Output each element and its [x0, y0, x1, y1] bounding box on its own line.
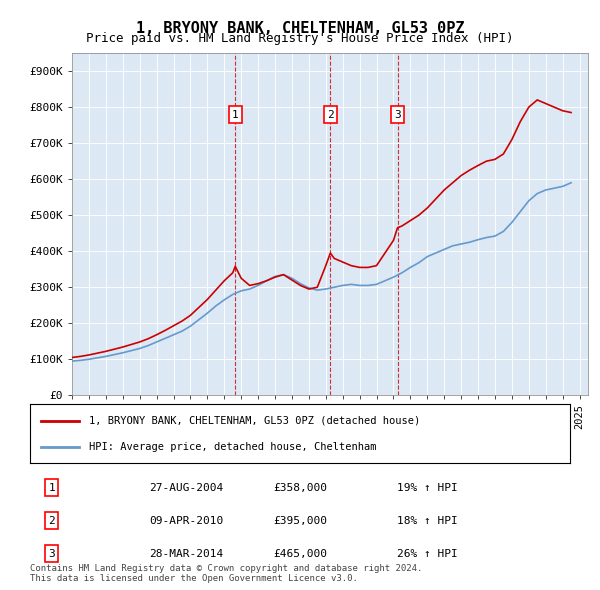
Text: £465,000: £465,000	[273, 549, 327, 559]
Text: 1: 1	[48, 483, 55, 493]
Text: 2: 2	[327, 110, 334, 120]
Text: 09-APR-2010: 09-APR-2010	[149, 516, 223, 526]
Text: Contains HM Land Registry data © Crown copyright and database right 2024.
This d: Contains HM Land Registry data © Crown c…	[30, 563, 422, 583]
Text: HPI: Average price, detached house, Cheltenham: HPI: Average price, detached house, Chel…	[89, 442, 377, 451]
Text: 28-MAR-2014: 28-MAR-2014	[149, 549, 223, 559]
Text: £358,000: £358,000	[273, 483, 327, 493]
Text: 19% ↑ HPI: 19% ↑ HPI	[397, 483, 458, 493]
Text: Price paid vs. HM Land Registry's House Price Index (HPI): Price paid vs. HM Land Registry's House …	[86, 32, 514, 45]
Text: 27-AUG-2004: 27-AUG-2004	[149, 483, 223, 493]
Text: 26% ↑ HPI: 26% ↑ HPI	[397, 549, 458, 559]
Text: 1: 1	[232, 110, 239, 120]
Text: 1, BRYONY BANK, CHELTENHAM, GL53 0PZ (detached house): 1, BRYONY BANK, CHELTENHAM, GL53 0PZ (de…	[89, 416, 421, 425]
Text: 2: 2	[48, 516, 55, 526]
Text: 3: 3	[48, 549, 55, 559]
Text: 3: 3	[394, 110, 401, 120]
Text: 18% ↑ HPI: 18% ↑ HPI	[397, 516, 458, 526]
Text: 1, BRYONY BANK, CHELTENHAM, GL53 0PZ: 1, BRYONY BANK, CHELTENHAM, GL53 0PZ	[136, 21, 464, 35]
Text: £395,000: £395,000	[273, 516, 327, 526]
